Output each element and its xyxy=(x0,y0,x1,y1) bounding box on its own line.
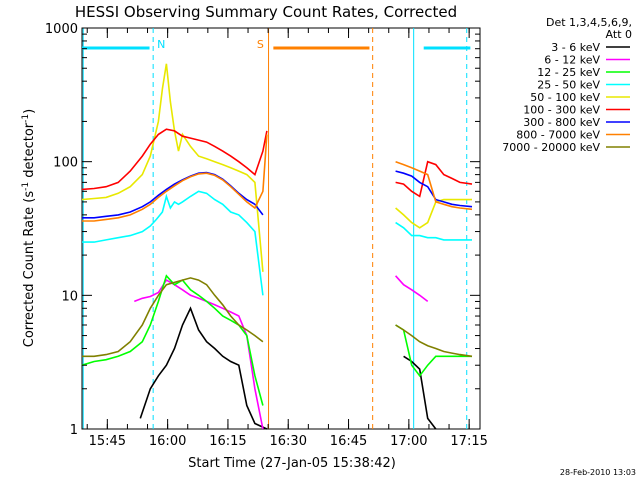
timestamp: 28-Feb-2010 13:03 xyxy=(560,468,636,477)
series-line-7 xyxy=(82,134,268,222)
legend-header-detectors: Det 1,3,4,5,6,9, xyxy=(546,16,632,29)
x-tick-label: 16:30 xyxy=(270,434,307,449)
legend-label: 7000 - 20000 keV xyxy=(502,141,600,154)
series-line-7 xyxy=(395,160,473,211)
y-tick-label: 10 xyxy=(61,289,78,304)
x-axis: 15:45 16:00 16:15 16:30 16:45 17:00 17:15 xyxy=(86,28,488,449)
series-line-8 xyxy=(395,324,473,358)
legend-label: 100 - 300 keV xyxy=(523,104,600,117)
series-line-8 xyxy=(82,277,264,358)
legend-label: 6 - 12 keV xyxy=(544,54,600,67)
marker-s: S xyxy=(257,38,264,51)
series-line-6 xyxy=(82,171,264,219)
y-axis-label-mid: detector xyxy=(22,122,37,182)
y-axis-label-sup2: -1 xyxy=(21,114,31,123)
series-line-5 xyxy=(395,160,473,198)
series-line-2 xyxy=(395,324,472,378)
y-axis-label: Corrected Count Rate (s-1 detector-1) xyxy=(21,109,37,347)
chart-title: HESSI Observing Summary Count Rates, Cor… xyxy=(75,3,457,21)
y-axis-label-end: ) xyxy=(22,109,37,114)
legend-label: 25 - 50 keV xyxy=(537,79,600,92)
series-line-3 xyxy=(82,190,264,296)
y-tick-label: 100 xyxy=(53,156,78,171)
x-tick-label: 15:45 xyxy=(89,434,126,449)
series-line-4 xyxy=(395,198,472,229)
y-axis-label-main: Corrected Count Rate (s xyxy=(22,191,37,348)
x-tick-label: 17:15 xyxy=(450,434,487,449)
series-line-0 xyxy=(139,306,268,430)
series-line-1 xyxy=(134,279,264,430)
series-line-6 xyxy=(395,170,473,208)
plot-frame xyxy=(81,27,481,430)
legend-label: 3 - 6 keV xyxy=(551,41,600,54)
series-line-2 xyxy=(81,274,264,406)
legend-label: 800 - 7000 keV xyxy=(516,129,600,142)
series-line-5 xyxy=(81,128,268,191)
y-axis-label-sup1: -1 xyxy=(21,182,31,191)
y-tick-label: 1000 xyxy=(45,22,78,37)
legend-label: 50 - 100 keV xyxy=(530,91,600,104)
x-tick-label: 17:00 xyxy=(390,434,427,449)
legend-label: 12 - 25 keV xyxy=(537,66,600,79)
x-tick-label: 16:15 xyxy=(209,434,246,449)
series-line-4 xyxy=(81,63,264,272)
series-lines xyxy=(81,63,473,430)
x-tick-label: 16:45 xyxy=(330,434,367,449)
series-line-0 xyxy=(403,355,437,430)
legend-header-attenuator: Att 0 xyxy=(606,28,632,41)
y-axis: 1 10 100 1000 xyxy=(45,22,480,438)
x-tick-label: 16:00 xyxy=(149,434,186,449)
marker-n: N xyxy=(157,38,165,51)
series-line-3 xyxy=(395,221,472,241)
x-axis-label: Start Time (27-Jan-05 15:38:42) xyxy=(188,456,396,471)
legend-label: 300 - 800 keV xyxy=(523,116,600,129)
series-line-1 xyxy=(395,275,429,303)
y-tick-label: 1 xyxy=(70,423,78,438)
